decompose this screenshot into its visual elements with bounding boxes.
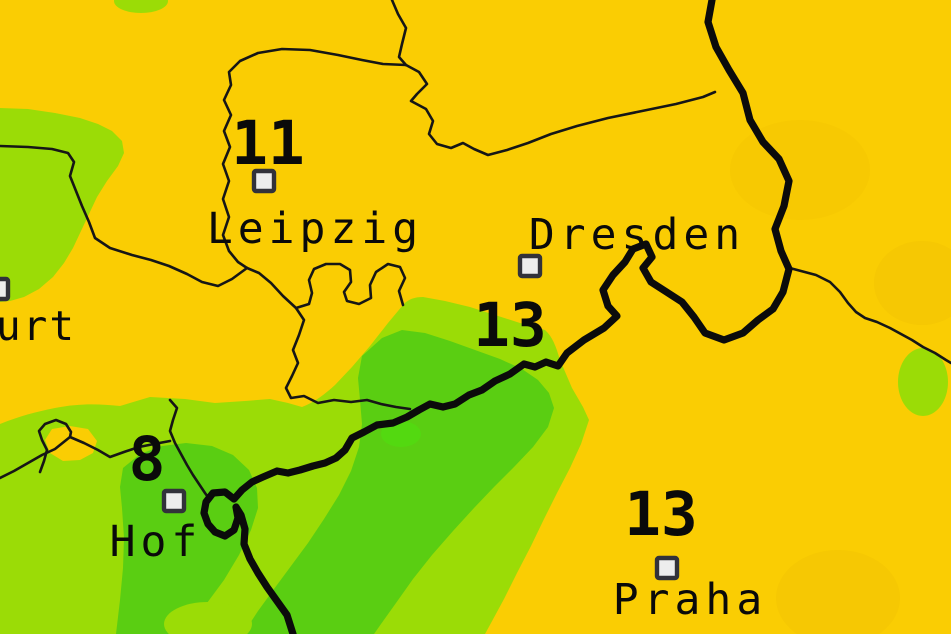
country-border-thick xyxy=(200,0,793,634)
state-border-north xyxy=(390,0,408,67)
temperature-leipzig: 11 xyxy=(231,108,304,179)
zone-yellow-wedge xyxy=(45,426,97,461)
city-marker-dresden xyxy=(517,253,543,279)
zone-green-dark-band xyxy=(243,330,554,634)
zone-gold-patch-praha xyxy=(776,550,900,634)
zone-green-right-blob xyxy=(898,348,948,416)
zone-gold-patch-east xyxy=(874,241,951,325)
zone-green-bright-spot xyxy=(381,421,421,447)
state-border-east-to-edge xyxy=(784,265,951,365)
state-border-southwest-b xyxy=(37,418,73,474)
city-marker-praha xyxy=(654,555,680,581)
zone-green-upper-left xyxy=(0,108,124,302)
city-label-hof: Hof xyxy=(110,517,203,567)
state-border-west-horizontal xyxy=(0,144,249,288)
zone-green-bottom-blob xyxy=(164,602,252,634)
temperature-hof: 8 xyxy=(129,424,166,495)
temperature-praha: 13 xyxy=(624,479,697,550)
city-label-erfurt-partial: urt xyxy=(0,302,76,350)
state-border-middle-squiggle xyxy=(294,262,407,310)
city-marker-erfurt-partial xyxy=(0,276,11,302)
city-marker-leipzig xyxy=(251,168,277,194)
temperature-dresden: 13 xyxy=(473,290,546,361)
state-border-east-run xyxy=(404,63,717,157)
city-label-leipzig: Leipzig xyxy=(207,204,423,254)
state-border-leipzig-west xyxy=(221,47,408,270)
zone-gold-patch-northeast xyxy=(730,120,870,220)
city-label-praha: Praha xyxy=(613,575,767,625)
state-border-southwest-a xyxy=(0,435,172,480)
state-border-southeast xyxy=(245,266,412,411)
city-label-dresden: Dresden xyxy=(529,210,745,260)
city-marker-hof xyxy=(161,488,187,514)
zone-green-top-blob xyxy=(114,0,168,13)
state-border-southwest-c xyxy=(168,398,212,502)
